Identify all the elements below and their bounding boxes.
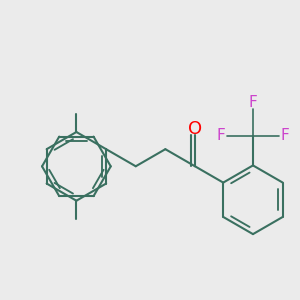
Text: F: F <box>249 94 257 110</box>
Text: O: O <box>188 120 202 138</box>
Text: F: F <box>281 128 290 143</box>
Text: F: F <box>217 128 225 143</box>
